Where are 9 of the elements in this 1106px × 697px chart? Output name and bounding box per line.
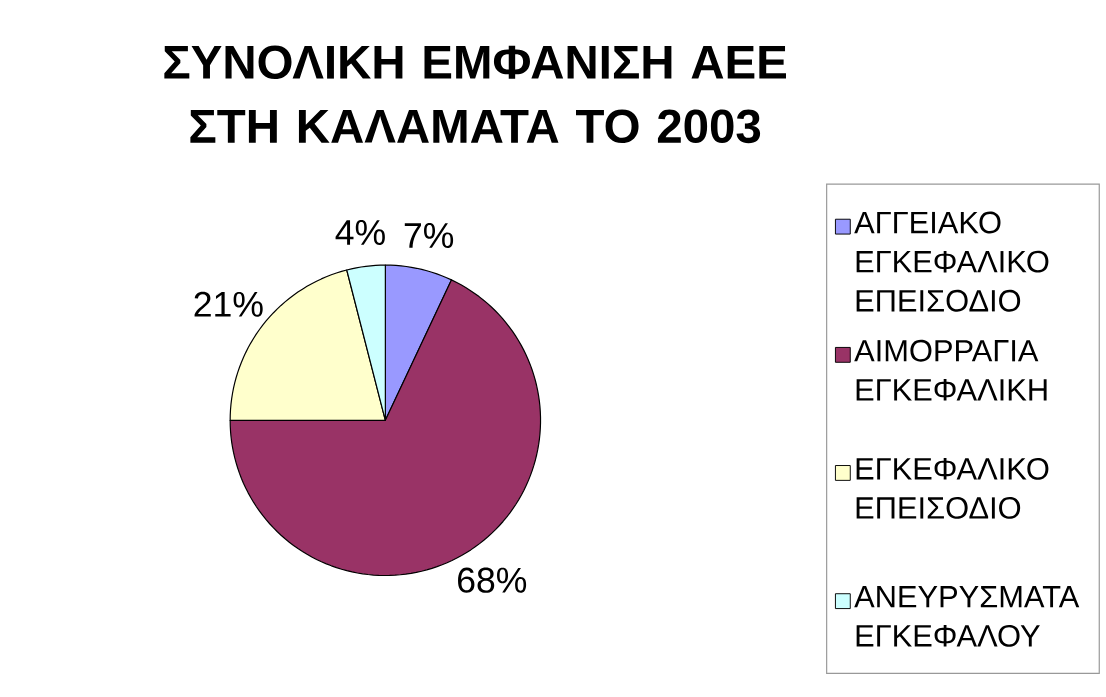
data-label: 7% bbox=[404, 223, 454, 249]
legend-label: ΑΙΜΟΡΡΑΓΙΑ ΕΓΚΕΦΑΛΙΚΗ bbox=[854, 339, 1047, 401]
chart-title: ΣΥΝΟΛΙΚΗ ΕΜΦΑΝΙΣΗ ΑΕΕ ΣΤΗ ΚΑΛΑΜΑΤΑ ΤΟ 2003 bbox=[164, 45, 786, 144]
data-label: 4% bbox=[335, 220, 385, 245]
data-label: 68% bbox=[458, 567, 527, 593]
legend-label: ΑΝΕΥΡΥΣΜΑΤΑ ΕΓΚΕΦΑΛΟΥ bbox=[854, 586, 1080, 647]
data-label: 21% bbox=[194, 291, 263, 317]
legend-label: ΑΓΓΕΙΑΚΟ ΕΓΚΕΦΑΛΙΚΟ ΕΠΕΙΣΟΔΙΟ bbox=[854, 211, 1049, 312]
legend-label: ΕΓΚΕΦΑΛΙΚΟ ΕΠΕΙΣΟΔΙΟ bbox=[856, 457, 1049, 519]
